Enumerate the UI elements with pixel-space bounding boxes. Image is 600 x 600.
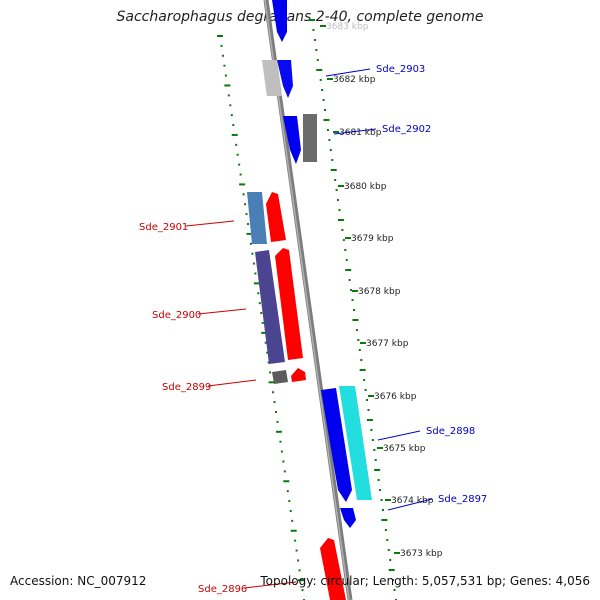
ruler-tracks: [217, 19, 397, 600]
kbp-scale: 3683 kbp 3682 kbp 3681 kbp 3680 kbp 3679 kbp…: [320, 22, 443, 559]
kbp-label: 3676 kbp: [374, 392, 417, 402]
gene-sde-2896[interactable]: [320, 538, 346, 600]
gene-label-reverse[interactable]: Sde_2901: [139, 222, 188, 233]
gene-grey-light[interactable]: [262, 60, 282, 96]
gene-sde-2902[interactable]: [283, 116, 301, 164]
gene-label-forward[interactable]: Sde_2903: [376, 64, 425, 75]
gene-leader-line: [333, 128, 377, 135]
gene-leader-line: [243, 581, 297, 589]
left-ruler-track: [217, 35, 305, 600]
gene-leader-line: [197, 308, 247, 315]
gene-grey-dark[interactable]: [303, 114, 317, 162]
gene-sde-2897[interactable]: [340, 508, 356, 528]
reverse-genes: [247, 192, 346, 600]
gene-leader-line: [387, 498, 433, 511]
forward-genes: [262, 0, 372, 528]
accession-text: Accession: NC_007912: [10, 574, 147, 588]
genome-backbone-highlight: [264, 0, 350, 600]
kbp-label: 3683 kbp: [326, 22, 369, 32]
gene-sde-2899-grey[interactable]: [272, 370, 288, 384]
gene-sde-2898[interactable]: [321, 388, 352, 502]
kbp-label: 3681 kbp: [339, 128, 382, 138]
gene-leader-line: [325, 68, 371, 77]
gene-label-forward[interactable]: Sde_2898: [426, 426, 475, 437]
genome-backbone: [263, 0, 353, 600]
gene-sde-2900-red[interactable]: [275, 248, 303, 360]
gene-sde-2901-red[interactable]: [266, 192, 286, 242]
gene-sde-2903[interactable]: [277, 60, 293, 98]
kbp-label: 3680 kbp: [344, 182, 387, 192]
gene-label-reverse[interactable]: Sde_2899: [162, 382, 211, 393]
kbp-label: 3673 kbp: [400, 549, 443, 559]
gene-cyan[interactable]: [339, 386, 372, 500]
gene-label-forward[interactable]: Sde_2897: [438, 494, 487, 505]
gene-leader-line: [185, 220, 235, 227]
genome-title: Saccharophagus degradans 2-40, complete …: [116, 9, 484, 25]
gene-label-reverse[interactable]: Sde_2896: [198, 584, 247, 595]
gene-leader-line: [377, 430, 421, 441]
gene-label-reverse[interactable]: Sde_2900: [152, 310, 201, 321]
right-ruler-track: [309, 19, 397, 600]
gene-top-fragment[interactable]: [272, 0, 287, 42]
kbp-label: 3682 kbp: [333, 75, 376, 85]
gene-sde-2901-blue[interactable]: [247, 192, 267, 244]
gene-sde-2900-purple[interactable]: [255, 250, 285, 364]
kbp-label: 3674 kbp: [391, 496, 434, 506]
genome-summary-text: Topology: circular; Length: 5,057,531 bp…: [260, 574, 590, 588]
kbp-label: 3678 kbp: [358, 287, 401, 297]
gene-label-forward[interactable]: Sde_2902: [382, 124, 431, 135]
gene-sde-2899-red[interactable]: [291, 368, 306, 382]
gene-leader-line: [207, 379, 257, 387]
kbp-label: 3677 kbp: [366, 339, 409, 349]
kbp-label: 3675 kbp: [383, 444, 426, 454]
kbp-label: 3679 kbp: [351, 234, 394, 244]
gene-labels: Sde_2903 Sde_2902 Sde_2898 Sde_2897 Sde_2901…: [139, 64, 487, 595]
